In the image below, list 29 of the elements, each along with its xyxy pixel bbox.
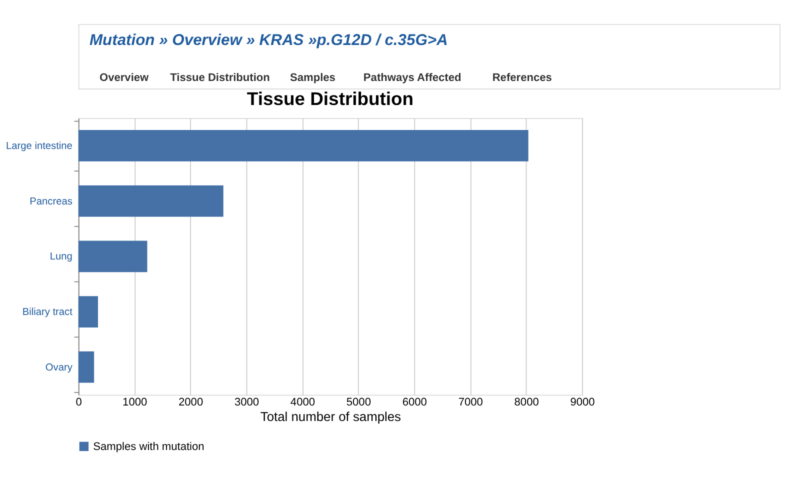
text: Mutation » Overview » KRAS »p.G12D / c.35G>A [89,32,448,50]
y-tick-label: Lung [50,252,72,263]
x-tick-label: 1000 [122,396,148,408]
text: Tissue Distribution [170,72,270,84]
text: Overview [100,72,150,84]
text: References [492,72,552,84]
x-tick-label: 0 [76,396,82,408]
x-tick-label: 9000 [570,396,595,408]
text: Samples [290,72,336,84]
x-tick-label: 2000 [178,396,204,408]
x-tick-label: 5000 [346,396,371,408]
bar [78,296,98,328]
x-tick-label: 8000 [514,396,539,408]
x-tick-label: 3000 [234,396,260,408]
y-tick-label: Large intestine [6,140,73,152]
bar [78,185,224,217]
bar [78,240,148,272]
x-axis-title: Total number of samples [260,409,401,424]
chart-title: Tissue Distribution [246,88,414,110]
y-tick-label: Biliary tract [22,306,73,318]
x-tick-label: 6000 [402,396,427,408]
x-tick-label: 4000 [290,396,316,408]
legend-label: Samples with mutation [93,441,204,454]
bar [78,351,94,383]
y-tick-label: Pancreas [30,196,72,208]
text: Pathways Affected [363,72,462,84]
bar [78,130,528,162]
y-tick-label: Ovary [45,362,74,374]
x-tick-label: 7000 [458,396,483,408]
